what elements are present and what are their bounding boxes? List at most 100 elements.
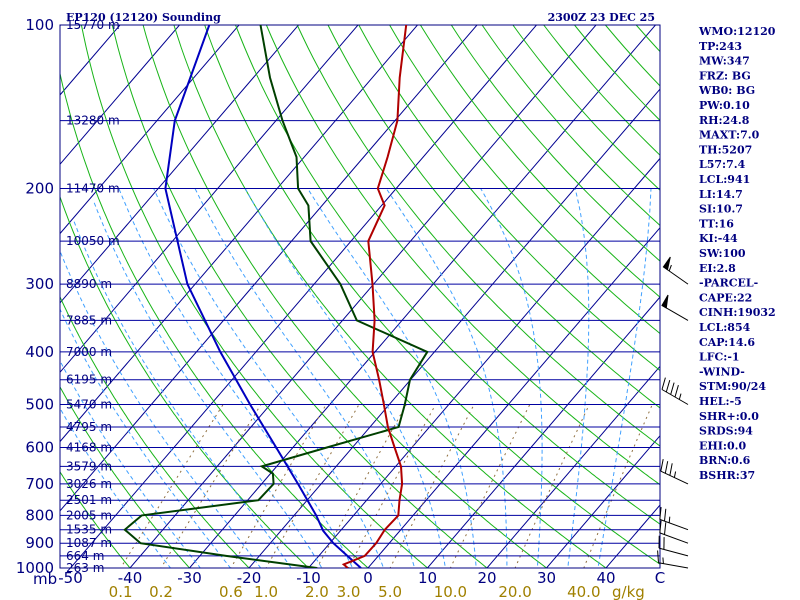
mixing-ratio-line: [160, 404, 262, 568]
index-entry: SRDS:94: [699, 425, 753, 438]
isotherm-line: [0, 13, 11, 580]
wind-barb-half: [668, 264, 672, 272]
height-label: 4168 m: [66, 441, 112, 455]
index-entry: WB0: BG: [698, 84, 755, 97]
moist-adiabat-line: [73, 221, 292, 568]
pressure-tick-label: 300: [25, 275, 54, 293]
wind-barb-staff: [659, 518, 689, 531]
isotherm-line: [60, 25, 359, 373]
temperature-tick-label: -10: [296, 569, 321, 587]
pressure-tick-label: 500: [25, 396, 54, 414]
dry-adiabat-line: [604, 25, 660, 87]
index-entry: L57:7.4: [699, 158, 746, 171]
index-entry: CINH:19032: [699, 306, 776, 319]
wind-barb-full: [669, 463, 673, 476]
index-entry: MW:347: [699, 55, 750, 68]
grid-layer: [0, 13, 800, 580]
mixing-ratio-tick-label: 5.0: [378, 583, 402, 600]
wind-barb: [659, 520, 689, 544]
height-label: 664 m: [66, 549, 104, 563]
moist-adiabat-line: [244, 188, 446, 568]
wind-barb-half: [668, 516, 671, 523]
isotherm-line: [129, 25, 597, 568]
pressure-tick-label: 700: [25, 475, 54, 493]
isotherm-line: [60, 25, 478, 512]
index-entry: BRN:0.6: [699, 454, 751, 467]
wind-barb-pennant: [661, 294, 669, 309]
index-entry: TT:16: [699, 217, 734, 230]
mixing-ratio-tick-label: 3.0: [337, 583, 361, 600]
mixing-ratio-tick-label: 10.0: [434, 583, 467, 600]
temperature-tick-label: 30: [537, 569, 556, 587]
index-entry: WMO:12120: [698, 25, 776, 38]
mixing-ratio-line: [230, 404, 327, 568]
pressure-unit-label: mb: [33, 570, 57, 588]
temperature-tick-label: C: [655, 569, 665, 587]
index-entry: SHR+:0.0: [699, 410, 759, 423]
wind-barb-half: [678, 393, 682, 400]
isotherm-line: [248, 88, 660, 568]
wind-barb: [659, 507, 689, 531]
dry-adiabat-line: [358, 25, 660, 372]
index-entry: EI:2.8: [699, 262, 736, 275]
temperature-tick-label: 10: [418, 569, 437, 587]
temperature-tick-label: -50: [58, 569, 83, 587]
dry-adiabat-line: [80, 25, 429, 568]
mixing-ratio-line: [449, 404, 531, 568]
dry-adiabat-line: [327, 25, 660, 409]
moist-adiabat-line: [60, 407, 172, 568]
label-layer: 0.1 0.2 0.6 1.0 2.0 3.0 5.0 10.0 20.0 40.01002003…: [16, 16, 776, 600]
pressure-tick-label: 900: [25, 534, 54, 552]
mixing-ratio-unit: g/kg: [612, 583, 645, 600]
index-entry: KI:-44: [699, 232, 738, 245]
mixing-ratio-tick-label: 20.0: [498, 583, 531, 600]
index-entry: TP:243: [699, 40, 742, 53]
dry-adiabat-line: [173, 25, 607, 568]
moist-adiabat-line: [194, 188, 416, 568]
dry-adiabat-line: [60, 471, 131, 568]
index-entry: -WIND-: [699, 365, 745, 378]
pressure-tick-label: 400: [25, 343, 54, 361]
dry-adiabat-line: [778, 13, 800, 580]
height-label: 10050 m: [66, 234, 120, 248]
moist-adiabat-line: [480, 188, 543, 568]
mixing-ratio-line: [265, 404, 360, 568]
isotherm-line: [367, 226, 660, 568]
wind-barb-full: [664, 508, 667, 522]
wind-barb-staff: [658, 547, 689, 557]
moist-adiabat-line: [597, 188, 652, 568]
isotherm-line: [69, 25, 538, 568]
dry-adiabat-line: [142, 25, 548, 568]
temperature-tick-label: 40: [596, 569, 615, 587]
height-label: 4795 m: [66, 420, 112, 434]
wind-barb-full: [670, 382, 675, 395]
index-entry: LCL:941: [699, 173, 750, 186]
isotherm-line: [60, 25, 240, 235]
wind-barb: [662, 256, 689, 285]
wind-barb-full: [664, 461, 669, 474]
mixing-ratio-tick-label: 0.6: [219, 583, 243, 600]
index-entry: HEL:-5: [699, 395, 742, 408]
index-entry: SW:100: [699, 247, 746, 260]
index-entry: SI:10.7: [699, 203, 743, 216]
index-entry: CAPE:22: [699, 291, 752, 304]
wind-barb: [660, 459, 689, 485]
temperature-trace: [341, 25, 408, 568]
wind-barb: [661, 294, 689, 321]
height-label: 3579 m: [66, 459, 112, 473]
height-label: 7000 m: [66, 345, 112, 359]
wind-barb-full: [664, 522, 667, 535]
height-label: 15770 m: [66, 18, 120, 32]
wind-barb-full: [659, 507, 662, 520]
mixing-ratio-tick-label: 0.1: [109, 583, 133, 600]
dry-adiabat-line: [60, 195, 310, 568]
index-entry: LI:14.7: [699, 188, 743, 201]
isotherm-line: [60, 25, 300, 304]
height-label: 3026 m: [66, 477, 112, 491]
mixing-ratio-line: [316, 404, 407, 568]
wind-barb-full: [659, 520, 662, 533]
wind-barb-full: [674, 384, 679, 398]
index-entry: STM:90/24: [699, 380, 766, 393]
